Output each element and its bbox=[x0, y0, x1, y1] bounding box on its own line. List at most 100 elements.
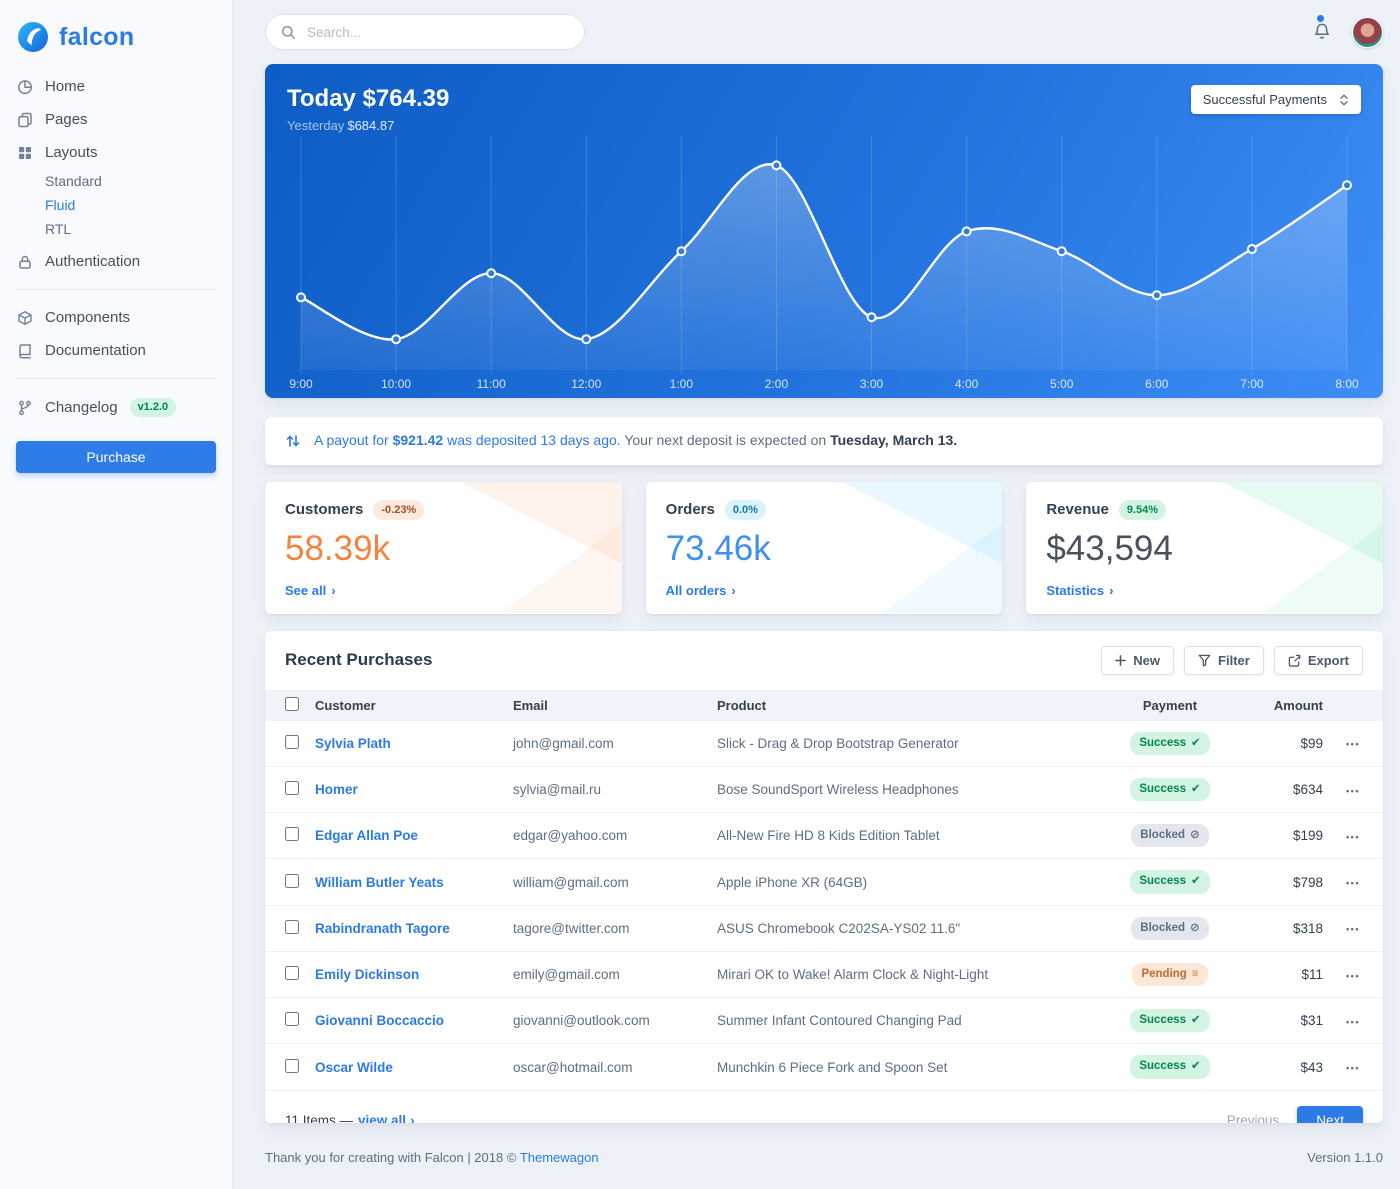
sidebar-item-label: Components bbox=[45, 309, 131, 326]
payment-status-icon: ✔ bbox=[1191, 1060, 1201, 1073]
x-axis-label: 6:00 bbox=[1145, 377, 1169, 391]
row-actions-button[interactable]: ••• bbox=[1342, 969, 1364, 983]
recent-purchases-card: Recent Purchases New Filter Export bbox=[265, 630, 1383, 1123]
email-cell: emily@gmail.com bbox=[505, 951, 709, 999]
column-header-amount[interactable]: Amount bbox=[1245, 689, 1331, 721]
customer-link[interactable]: William Butler Yeats bbox=[315, 874, 444, 890]
customer-link[interactable]: Rabindranath Tagore bbox=[315, 920, 450, 936]
payment-status-icon: ✔ bbox=[1191, 1014, 1201, 1027]
payment-status-icon: ✔ bbox=[1191, 875, 1201, 888]
customer-link[interactable]: Oscar Wilde bbox=[315, 1059, 393, 1075]
row-checkbox[interactable] bbox=[285, 827, 299, 842]
row-checkbox[interactable] bbox=[285, 1012, 299, 1027]
column-header-email[interactable]: Email bbox=[505, 689, 709, 721]
plus-icon bbox=[1115, 654, 1127, 666]
sidebar-item-documentation[interactable]: Documentation bbox=[16, 334, 216, 367]
new-button[interactable]: New bbox=[1101, 645, 1175, 675]
product-cell: Summer Infant Contoured Changing Pad bbox=[709, 997, 1095, 1045]
stat-title: Orders bbox=[665, 501, 715, 519]
amount-cell: $634 bbox=[1245, 766, 1331, 814]
column-header-product[interactable]: Product bbox=[709, 689, 1095, 721]
row-checkbox[interactable] bbox=[285, 734, 299, 749]
notifications-button[interactable] bbox=[1312, 15, 1332, 42]
row-actions-button[interactable]: ••• bbox=[1342, 1015, 1364, 1029]
themewagon-link[interactable]: Themewagon bbox=[519, 1150, 599, 1165]
sidebar-item-pages[interactable]: Pages bbox=[16, 103, 216, 136]
export-button-label: Export bbox=[1307, 652, 1349, 668]
column-header-payment[interactable]: Payment bbox=[1095, 689, 1245, 721]
sidebar-item-authentication[interactable]: Authentication bbox=[16, 245, 216, 278]
column-header-customer[interactable]: Customer bbox=[307, 689, 505, 721]
stat-card-orders: Orders 0.0% 73.46k All orders › bbox=[645, 481, 1003, 614]
chart-title: Today $764.39 bbox=[287, 85, 450, 113]
table-header-row: Customer Email Product Payment Amount bbox=[265, 689, 1383, 721]
sidebar-item-rtl[interactable]: RTL bbox=[45, 221, 72, 237]
row-actions-button[interactable]: ••• bbox=[1342, 1061, 1364, 1075]
payout-amount[interactable]: $921.42 bbox=[392, 432, 444, 449]
purchases-footer: 11 Items — view all › Previous Next bbox=[265, 1091, 1383, 1123]
row-checkbox[interactable] bbox=[285, 781, 299, 796]
sidebar-item-fluid[interactable]: Fluid bbox=[45, 197, 76, 213]
row-actions-button[interactable]: ••• bbox=[1342, 876, 1364, 890]
sidebar-item-components[interactable]: Components bbox=[16, 301, 216, 334]
row-actions-button[interactable]: ••• bbox=[1342, 922, 1364, 936]
customer-link[interactable]: Homer bbox=[315, 782, 358, 798]
chart-data-point bbox=[1342, 180, 1352, 191]
chart-data-point bbox=[296, 292, 306, 303]
grid-layout-icon bbox=[16, 145, 33, 161]
export-button[interactable]: Export bbox=[1273, 645, 1363, 675]
customer-link[interactable]: Giovanni Boccaccio bbox=[315, 1013, 445, 1029]
purchase-button[interactable]: Purchase bbox=[16, 441, 216, 474]
payout-deposit-date: Tuesday, March 13. bbox=[830, 432, 958, 449]
payout-link-tail[interactable]: was deposited 13 days ago. bbox=[447, 432, 621, 449]
row-checkbox[interactable] bbox=[285, 1058, 299, 1073]
customer-link[interactable]: Sylvia Plath bbox=[315, 735, 391, 751]
row-actions-button[interactable]: ••• bbox=[1342, 737, 1364, 751]
product-cell: ASUS Chromebook C202SA-YS02 11.6" bbox=[709, 905, 1095, 952]
sidebar-item-layouts[interactable]: Layouts bbox=[16, 136, 216, 169]
row-checkbox[interactable] bbox=[285, 873, 299, 888]
previous-button[interactable]: Previous bbox=[1226, 1112, 1280, 1123]
table-row: Giovanni Boccaccio giovanni@outlook.com Su… bbox=[265, 997, 1383, 1045]
chart-subtitle: Yesterday $684.87 bbox=[287, 118, 449, 133]
avatar[interactable] bbox=[1352, 16, 1383, 48]
row-checkbox[interactable] bbox=[285, 966, 299, 981]
sidebar-item-home[interactable]: Home bbox=[16, 70, 216, 103]
sidebar-item-label: Home bbox=[45, 78, 86, 95]
row-checkbox[interactable] bbox=[285, 919, 299, 934]
search-box[interactable] bbox=[265, 14, 585, 51]
email-cell: tagore@twitter.com bbox=[505, 905, 709, 952]
filter-button-label: Filter bbox=[1218, 652, 1250, 668]
payout-message: A payout for $921.42 was deposited 13 da… bbox=[314, 431, 957, 451]
payout-link-lead[interactable]: A payout for bbox=[314, 432, 389, 449]
stat-badge: 0.0% bbox=[724, 499, 766, 521]
email-cell: sylvia@mail.ru bbox=[505, 766, 709, 814]
product-cell: Apple iPhone XR (64GB) bbox=[709, 858, 1095, 906]
footer-thanks-text: Thank you for creating with Falcon | 201… bbox=[265, 1150, 517, 1165]
sidebar-item-standard[interactable]: Standard bbox=[45, 173, 102, 189]
stat-link[interactable]: All orders › bbox=[665, 582, 736, 598]
brand-name: falcon bbox=[59, 22, 135, 51]
amount-cell: $318 bbox=[1245, 905, 1331, 952]
next-button[interactable]: Next bbox=[1297, 1105, 1363, 1123]
filter-button[interactable]: Filter bbox=[1184, 645, 1264, 675]
row-actions-button[interactable]: ••• bbox=[1342, 830, 1364, 844]
search-input[interactable] bbox=[305, 23, 569, 41]
select-all-checkbox[interactable] bbox=[285, 696, 299, 711]
customer-link[interactable]: Emily Dickinson bbox=[315, 967, 420, 983]
chart-header: Today $764.39 Yesterday $684.87 Successfu… bbox=[265, 64, 1383, 133]
payments-filter-select[interactable]: Successful Payments bbox=[1190, 85, 1361, 115]
customer-link[interactable]: Edgar Allan Poe bbox=[315, 828, 419, 844]
row-actions-button[interactable]: ••• bbox=[1342, 784, 1364, 798]
code-branch-icon bbox=[16, 400, 33, 416]
stat-link[interactable]: See all › bbox=[285, 582, 336, 598]
amount-cell: $11 bbox=[1245, 951, 1331, 999]
x-axis-label: 12:00 bbox=[571, 377, 601, 391]
view-all-link[interactable]: view all › bbox=[358, 1113, 415, 1123]
sidebar-item-changelog[interactable]: Changelog v1.2.0 bbox=[16, 390, 216, 425]
stat-link[interactable]: Statistics › bbox=[1046, 582, 1114, 598]
chart-pie-icon bbox=[16, 79, 33, 95]
lock-icon bbox=[16, 254, 33, 270]
stat-badge: 9.54% bbox=[1118, 499, 1167, 521]
falcon-logo[interactable]: falcon bbox=[0, 14, 232, 70]
